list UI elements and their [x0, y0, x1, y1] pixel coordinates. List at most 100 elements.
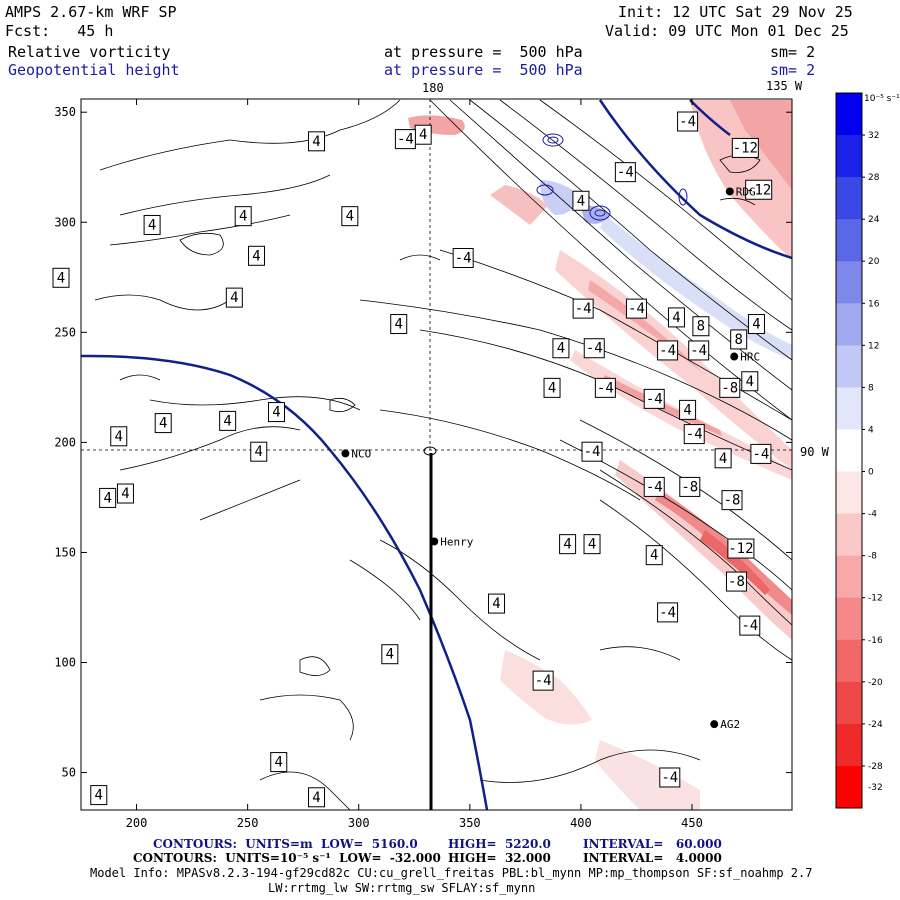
field2-smoothing: sm= 2 — [770, 61, 816, 79]
contour-label-value: -4 — [628, 301, 645, 317]
contour-label-box — [543, 377, 561, 398]
x-tick-label: 200 — [126, 816, 148, 830]
contour-label: 4 — [341, 206, 359, 227]
contour-label-box — [552, 338, 570, 359]
contour-label: -4 — [657, 602, 679, 623]
contour-label-box — [308, 787, 326, 808]
contour-label-value: -8 — [724, 493, 741, 509]
station-nco: NCO — [341, 447, 371, 460]
contour-label: 4 — [543, 377, 561, 398]
meridian-180-label: 180 — [422, 81, 444, 95]
contour-label: -8 — [719, 377, 741, 398]
colorbar-label: 16 — [868, 299, 880, 309]
contour-label-box — [532, 670, 554, 691]
contour-label: 4 — [559, 534, 577, 555]
colorbar-segment — [836, 639, 862, 683]
contour-label-box — [677, 111, 699, 132]
contour-label-value: 4 — [312, 790, 320, 806]
contour-label-box — [747, 314, 765, 335]
station-dot — [341, 449, 350, 458]
colorbar-label: -12 — [868, 594, 883, 604]
colorbar-label: 24 — [868, 215, 880, 225]
contour-label-box — [692, 316, 710, 337]
contour-label-box — [657, 602, 679, 623]
contour-label-box — [110, 426, 128, 447]
contour-label: -4 — [683, 424, 705, 445]
contour-label-box — [381, 644, 399, 665]
contour-label-value: -4 — [679, 114, 696, 130]
contour-label-value: 4 — [115, 429, 123, 445]
contour-label-box — [248, 245, 266, 266]
reference-lines — [81, 99, 792, 453]
y-tick-label: 150 — [54, 545, 76, 559]
contour-label-value: 4 — [255, 444, 263, 460]
contour-label: -8 — [721, 490, 743, 511]
contour-label-box — [730, 329, 748, 350]
contour-label-value: 4 — [588, 537, 596, 553]
contour-label-box — [99, 487, 117, 508]
contour-label-box — [731, 137, 759, 158]
contour-label-box — [683, 424, 705, 445]
contour-label: 4 — [90, 785, 108, 806]
colorbar-segment — [836, 597, 862, 641]
colorbar-segment — [836, 387, 862, 430]
contour-label-box — [116, 483, 134, 504]
contour-label-box — [667, 307, 685, 328]
contour-label: 4 — [583, 534, 601, 555]
station-label: AG2 — [720, 718, 740, 731]
contour-label: -4 — [750, 443, 772, 464]
colorbar-segment — [836, 93, 862, 136]
contour-label-box — [725, 571, 747, 592]
footer-vort-units: CONTOURS: UNITS=10⁻⁵ s⁻¹ LOW= -32.000 — [133, 851, 441, 865]
colorbar-unit: 10⁻⁵ s⁻¹ — [864, 94, 900, 104]
contour-label-value: -12 — [728, 541, 753, 557]
contour-label-value: 4 — [272, 405, 280, 421]
colorbar-label: -28 — [868, 762, 883, 772]
contour-label-value: -4 — [659, 605, 676, 621]
contour-label-box — [750, 443, 772, 464]
field1-smoothing: sm= 2 — [770, 43, 816, 61]
contour-label: -12 — [731, 137, 759, 158]
station-label: NCO — [351, 447, 371, 460]
contour-label-box — [270, 752, 288, 773]
contour-label-value: 4 — [386, 647, 394, 663]
contour-label-box — [659, 767, 681, 788]
contour-label: 4 — [250, 441, 268, 462]
contour-label: 4 — [110, 426, 128, 447]
colorbar-segment — [836, 513, 862, 557]
contour-label-value: 4 — [275, 755, 283, 771]
vorticity-contours — [94, 99, 792, 810]
contour-label-box — [154, 413, 172, 434]
contour-label: -4 — [643, 388, 665, 409]
contour-label: -12 — [727, 538, 755, 559]
contour-label-value: -4 — [646, 391, 663, 407]
contour-label-value: 4 — [563, 537, 571, 553]
contour-label: -4 — [581, 441, 603, 462]
contour-label-value: -12 — [733, 140, 758, 156]
contour-label-value: -4 — [535, 673, 552, 689]
colorbar-label: -4 — [868, 510, 877, 520]
plot-area — [81, 99, 792, 810]
contour-label-box — [679, 476, 701, 497]
contour-label-value: 4 — [650, 548, 658, 564]
meridian-135w-label: 135 W — [766, 79, 803, 93]
field1-level: at pressure = 500 hPa — [384, 43, 583, 61]
station-ag2: AG2 — [710, 718, 740, 731]
contour-label-box — [583, 338, 605, 359]
contour-label-box — [643, 476, 665, 497]
station-dot — [730, 352, 739, 361]
contour-label: 4 — [645, 545, 663, 566]
contour-label-box — [739, 615, 761, 636]
contour-label-value: -8 — [728, 574, 745, 590]
colorbar-segment — [836, 555, 862, 599]
pole-marker — [423, 446, 437, 456]
contour-label: -4 — [583, 338, 605, 359]
contour-label-box — [341, 206, 359, 227]
contour-label-value: -4 — [752, 446, 769, 462]
contour-label-value: 4 — [57, 270, 65, 286]
contour-label-box — [559, 534, 577, 555]
colorbar-label: 12 — [868, 341, 879, 351]
contour-label: -4 — [614, 162, 636, 183]
contour-label-value: -4 — [646, 479, 663, 495]
vorticity-cluster — [536, 133, 688, 221]
